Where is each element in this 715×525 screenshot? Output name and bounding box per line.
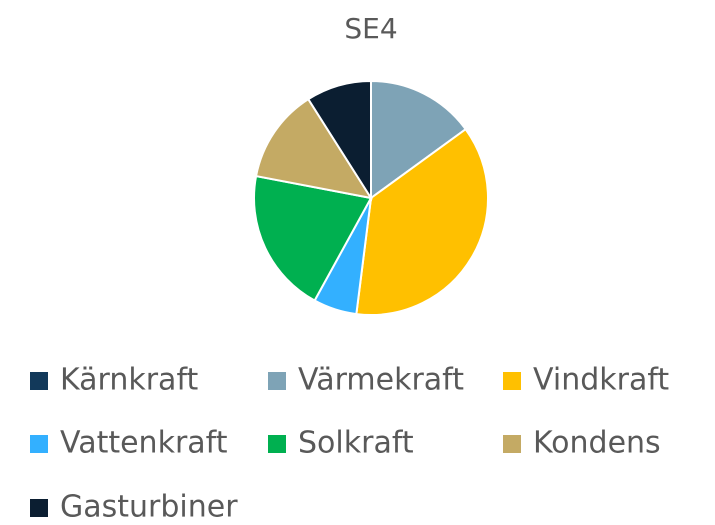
legend-label: Vattenkraft [60,426,228,461]
legend-swatch [30,499,48,517]
chart-title: SE4 [344,12,397,45]
legend-label: Kondens [533,426,661,461]
legend-swatch [30,435,48,453]
legend-swatch [503,372,521,390]
legend-swatch [268,372,286,390]
legend-label: Solkraft [298,426,414,461]
legend-swatch [30,372,48,390]
legend-swatch [503,435,521,453]
legend-label: Gasturbiner [60,490,238,525]
pie-slice [254,97,374,200]
legend-swatch [268,435,286,453]
pie-slice [370,79,468,200]
legend-label: Vindkraft [533,363,669,398]
legend-label: Värmekraft [298,363,464,398]
pie-slice [306,79,372,202]
legend-label: Kärnkraft [60,363,198,398]
pie-slice [253,174,373,302]
pie-slice [355,127,489,316]
